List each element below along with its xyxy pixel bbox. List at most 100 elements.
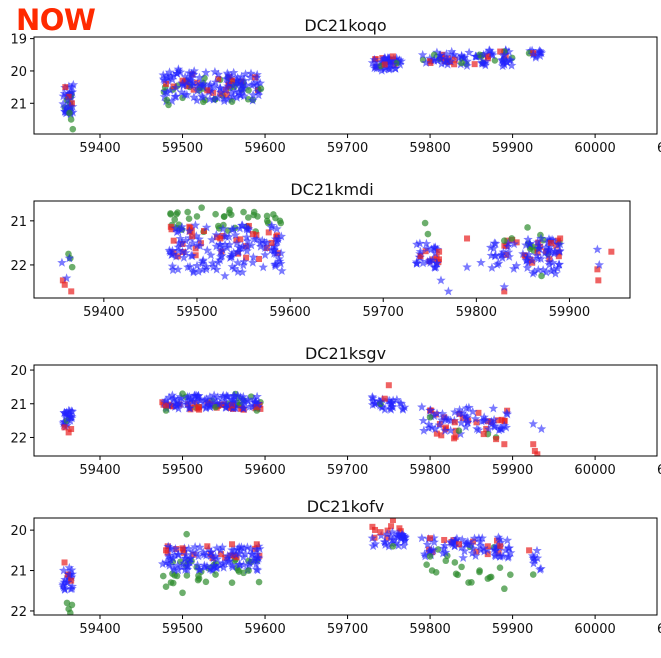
data-point-blue [238,552,249,562]
data-point-red [229,541,236,548]
x-tick-label: 59800 [456,305,497,320]
data-point-green [162,583,170,591]
data-point-blue [247,549,258,559]
data-point-blue [488,403,499,413]
data-point-blue [423,256,433,266]
x-tick-label: 59600 [244,463,285,478]
data-point-blue [418,258,428,268]
y-tick-label: 19 [10,33,27,48]
data-point-blue [552,263,563,273]
data-point-blue [241,81,252,91]
data-point-red [59,277,66,284]
data-point-blue [179,558,189,568]
x-tick-label: 59600 [269,305,310,320]
data-point-blue [476,257,486,267]
data-point-blue [161,395,171,405]
data-point-blue [511,260,522,270]
data-point-blue [215,83,226,93]
data-point-blue [233,87,244,97]
data-point-blue [176,224,187,234]
data-point-blue [242,395,253,405]
x-tick-label: 59700 [363,305,404,320]
data-point-blue [415,246,426,256]
data-point-blue [181,549,191,559]
data-point-blue [555,239,565,249]
data-point-red [464,235,471,242]
data-point-green [529,571,537,578]
data-point-blue [182,561,193,571]
data-point-blue [386,531,396,541]
data-point-blue [202,397,212,407]
data-point-green [455,427,463,435]
data-point-red [61,559,68,566]
data-point-green [220,213,228,220]
data-point-blue [173,264,183,274]
data-point-red [68,426,75,433]
data-point-blue [418,415,429,425]
data-point-blue [430,424,440,434]
data-point-blue [212,92,223,102]
data-point-blue [384,541,394,551]
data-point-blue [487,48,497,58]
data-point-blue [476,545,486,555]
data-point-blue [536,254,546,263]
data-point-blue [463,536,473,546]
data-point-blue [399,536,410,546]
x-tick-label: 59900 [492,463,533,478]
panel-data-points [58,382,547,456]
data-point-blue [390,63,401,73]
data-point-red [441,536,448,543]
data-point-blue [554,259,564,269]
data-point-blue [541,267,551,277]
data-point-blue [248,257,258,267]
data-point-red [473,548,480,555]
data-point-blue [205,79,216,89]
data-point-blue [172,395,182,405]
data-point-green [228,98,236,105]
data-point-blue [207,235,217,244]
data-point-blue [499,49,510,59]
data-point-blue [497,55,507,65]
data-point-green [451,559,459,566]
data-point-blue [454,408,464,418]
data-point-red [163,80,170,87]
data-point-green [226,206,233,214]
data-point-red [501,288,508,295]
data-point-blue [541,242,551,252]
data-point-blue [180,72,190,81]
data-point-red [179,545,186,552]
data-point-blue [368,396,378,405]
data-point-red [594,266,601,273]
data-point-green [193,213,201,220]
data-point-blue [170,223,181,233]
data-point-blue [532,553,543,563]
data-point-red [68,577,75,584]
data-point-blue [375,397,386,407]
data-point-blue [242,236,253,246]
x-tick-label: 59800 [409,463,450,478]
data-point-blue [224,231,234,241]
data-point-blue [188,396,198,406]
data-point-red [237,236,244,243]
data-point-blue [235,76,246,86]
data-point-blue [533,243,544,253]
data-point-blue [489,544,499,554]
data-point-blue [212,543,222,553]
data-point-green [389,542,397,550]
data-point-blue [210,66,220,76]
data-point-blue [249,394,259,404]
data-point-blue [164,67,175,77]
data-point-blue [546,266,557,276]
data-point-blue [206,250,216,260]
data-point-blue [392,531,402,541]
data-point-blue [450,541,460,551]
data-point-blue [201,264,211,274]
data-point-blue [438,548,448,558]
data-point-red [433,430,440,437]
data-point-blue [175,233,186,243]
data-point-red [68,100,75,107]
data-point-blue [164,550,174,560]
x-tick-label: 59800 [409,141,450,156]
data-point-red [595,277,602,284]
data-point-blue [177,246,188,256]
